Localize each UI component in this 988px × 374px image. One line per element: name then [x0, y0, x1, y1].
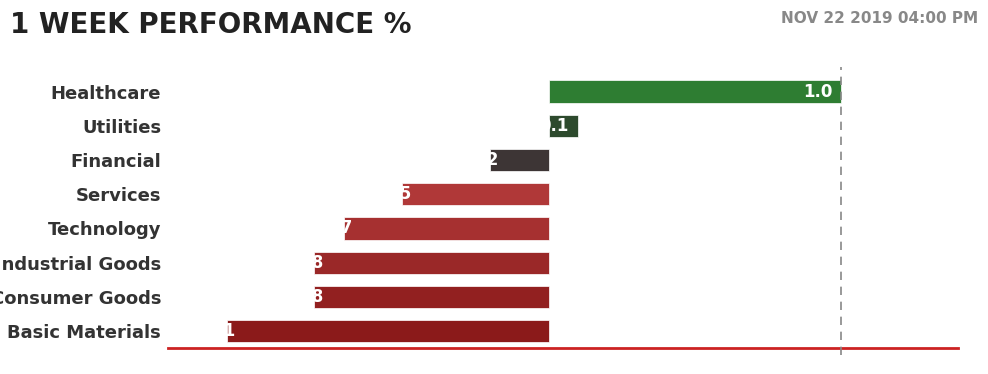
Text: -0.8: -0.8	[287, 254, 323, 272]
Bar	[226, 320, 548, 342]
Text: -0.7: -0.7	[316, 220, 353, 237]
Text: NOV 22 2019 04:00 PM: NOV 22 2019 04:00 PM	[781, 11, 978, 26]
Text: -0.8: -0.8	[287, 288, 323, 306]
Bar	[548, 80, 841, 102]
Text: 0.1: 0.1	[539, 117, 569, 135]
Text: -1.1: -1.1	[199, 322, 235, 340]
Bar	[314, 286, 548, 308]
Bar	[548, 115, 578, 137]
Text: 1 WEEK PERFORMANCE %: 1 WEEK PERFORMANCE %	[10, 11, 411, 39]
Bar	[490, 149, 548, 171]
Bar	[344, 217, 548, 239]
Bar	[402, 183, 548, 205]
Text: -0.2: -0.2	[462, 151, 499, 169]
Text: 1.0: 1.0	[803, 83, 833, 101]
Text: -0.5: -0.5	[374, 185, 411, 203]
Bar	[314, 252, 548, 274]
